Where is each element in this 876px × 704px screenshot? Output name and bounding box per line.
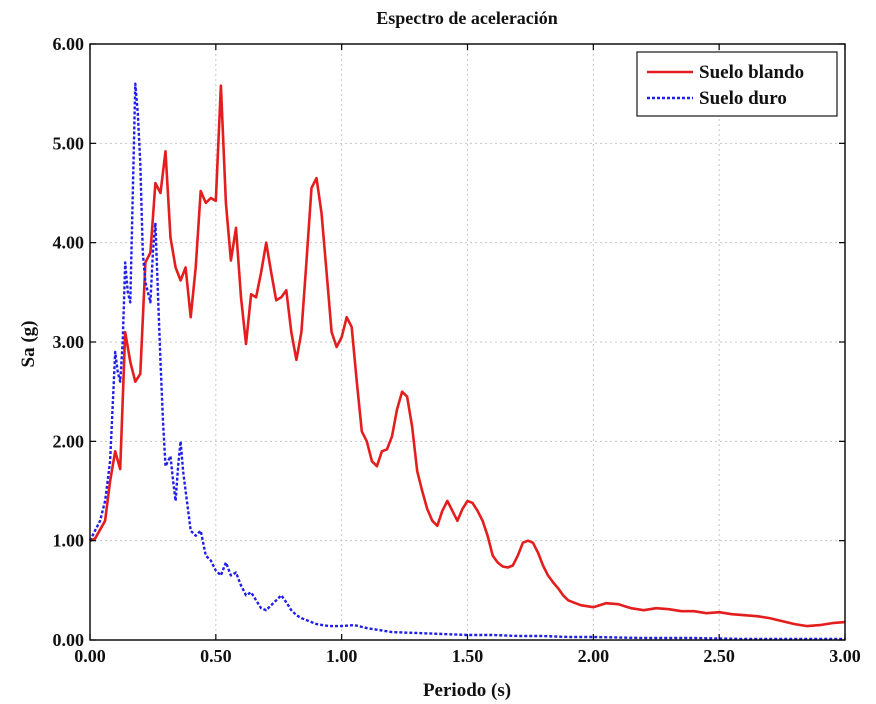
y-tick-label: 0.00 (53, 630, 85, 650)
series-line-suelo-blando (89, 84, 846, 628)
y-tick-label: 2.00 (53, 431, 85, 451)
grid-layer (90, 44, 845, 640)
x-tick-label: 1.50 (452, 646, 484, 666)
y-tick-label: 5.00 (53, 133, 85, 153)
x-tick-label: 1.00 (326, 646, 358, 666)
legend-label-suelo-duro: Suelo duro (699, 88, 787, 109)
legend-box (636, 51, 838, 117)
series-line-suelo-duro (88, 82, 845, 641)
chart-title: Espectro de aceleración (376, 8, 558, 28)
series-layer (88, 82, 846, 641)
y-axis-label: Sa (g) (18, 321, 39, 368)
y-tick-label: 6.00 (53, 34, 85, 54)
legend-label-suelo-blando: Suelo blando (699, 62, 804, 83)
x-tick-label: 3.00 (829, 646, 861, 666)
x-tick-label: 0.00 (74, 646, 106, 666)
x-tick-label: 2.50 (703, 646, 735, 666)
x-tick-label: 2.00 (578, 646, 610, 666)
y-tick-label: 3.00 (53, 332, 85, 352)
y-tick-label: 1.00 (53, 531, 85, 551)
y-tick-label: 4.00 (53, 233, 85, 253)
tick-layer: 0.00 0.50 1.00 1.50 2.00 2.50 3.00 0.00 1.00 2.00… (53, 34, 861, 666)
x-axis-label: Periodo (s) (423, 680, 511, 701)
legend: Suelo blando Suelo duro (636, 51, 838, 117)
x-tick-label: 0.50 (200, 646, 232, 666)
